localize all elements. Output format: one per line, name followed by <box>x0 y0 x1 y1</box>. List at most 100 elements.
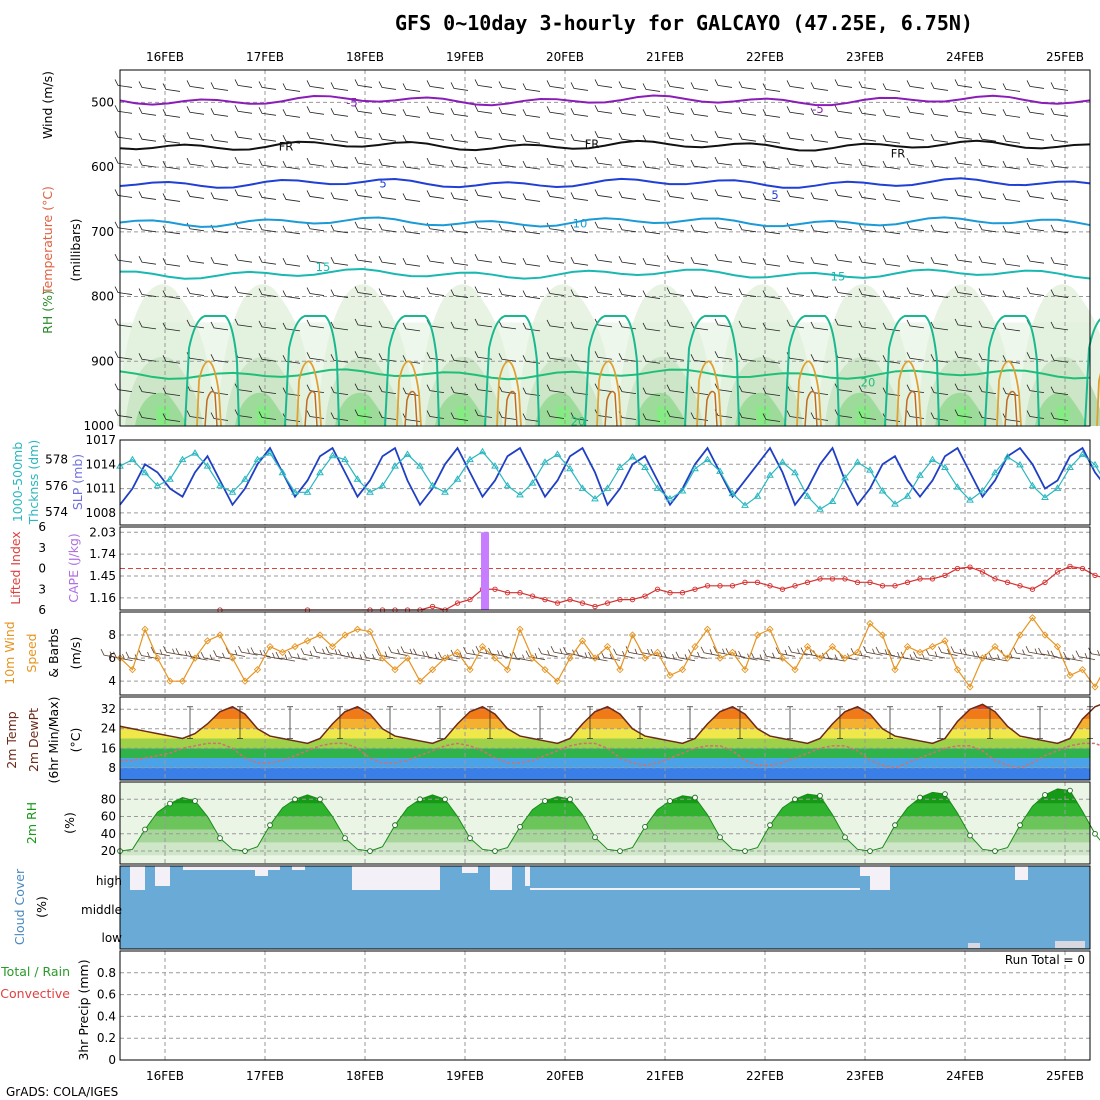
thickness-marker <box>1066 463 1074 470</box>
wind-speed-marker <box>141 625 149 633</box>
precip-tick-label: 0.8 <box>97 966 116 980</box>
wind-barb <box>330 108 349 117</box>
wind-barb <box>1002 160 1021 170</box>
date-tick-bottom: 25FEB <box>1046 1069 1084 1083</box>
wind-barb <box>200 651 221 662</box>
wind-barb <box>594 189 613 198</box>
wind-barb <box>858 288 877 297</box>
axis-label-part: (%) <box>34 896 49 918</box>
wind-speed-marker <box>891 666 899 674</box>
slp-tick-label: 1014 <box>85 457 116 471</box>
cape-tick-label: 1.74 <box>89 547 116 561</box>
wind-barb <box>954 105 973 114</box>
wind-barb <box>450 257 469 266</box>
date-tick-bottom: 22FEB <box>746 1069 784 1083</box>
date-tick-bottom: 19FEB <box>446 1069 484 1083</box>
rh-marker <box>717 834 723 841</box>
wind-speed-marker <box>216 631 224 639</box>
wind-barb <box>186 106 205 115</box>
wind-barb <box>378 256 397 265</box>
wind-barb <box>114 351 133 360</box>
wind-barb <box>906 255 925 264</box>
chart-title: GFS 0~10day 3-hourly for GALCAYO (47.25E… <box>395 11 973 35</box>
wind-barb <box>642 290 661 299</box>
wind-barb <box>378 133 397 142</box>
wind-barb <box>690 134 709 143</box>
wind-speed-marker <box>803 642 812 651</box>
rh-marker <box>417 796 423 803</box>
wind-barb <box>642 160 661 170</box>
wind-barb <box>210 134 229 143</box>
isotherm-30-loop <box>1004 390 1018 427</box>
thickness-marker <box>178 455 187 463</box>
rh-marker <box>792 796 798 803</box>
wind-barb <box>570 192 589 201</box>
wind-barb <box>450 224 469 234</box>
precip-panel: 0 0.2 0.4 0.6 0.8 Run Total = 0 Total / Rain Co… <box>0 950 1091 1067</box>
axis-label: & Barbs <box>46 628 61 678</box>
wind-barb <box>594 79 613 88</box>
axis-label-part: 2m DewPt <box>26 708 41 772</box>
wind-barb <box>234 105 253 114</box>
wind-speed-marker <box>566 654 574 662</box>
date-tick-top: 16FEB <box>146 50 184 64</box>
date-tick-top: 23FEB <box>846 50 884 64</box>
wind-barb <box>210 412 229 421</box>
wind-speed-marker <box>828 642 837 651</box>
wind-barb <box>402 258 421 267</box>
wind-barb <box>810 257 829 266</box>
thickness-marker <box>578 484 587 491</box>
wind-barb <box>546 222 565 232</box>
wind-barb <box>426 132 445 141</box>
precip-tick-label: 0.6 <box>97 988 116 1002</box>
wind-barb <box>906 352 925 361</box>
thickness-marker <box>1091 460 1099 468</box>
wind-barb <box>450 321 469 331</box>
thickness-marker <box>428 481 437 489</box>
axis-label-part: 2m Temp <box>4 711 19 768</box>
rh-marker <box>467 835 473 841</box>
wind-barb <box>925 648 946 659</box>
thickness-marker <box>503 481 512 489</box>
rh-marker <box>742 848 748 854</box>
thickness-marker <box>791 468 799 476</box>
wind-barb <box>762 258 781 267</box>
li-marker <box>742 579 748 585</box>
date-tick-top: 22FEB <box>746 50 784 64</box>
date-tick-top: 20FEB <box>546 50 584 64</box>
wind-barb <box>786 132 805 141</box>
wind-barb <box>474 156 493 166</box>
wind-barb <box>450 412 469 421</box>
wind-barb <box>762 135 781 144</box>
wind-barb <box>450 649 471 660</box>
wind-speed-marker <box>528 654 537 662</box>
thickness-marker <box>478 447 487 455</box>
wind-speed-marker <box>153 654 162 662</box>
wind-barb <box>858 158 877 168</box>
wind-barb <box>906 222 925 232</box>
rh-marker <box>842 834 848 841</box>
thickness-marker <box>541 458 549 465</box>
wind-barb <box>613 648 633 659</box>
li-marker <box>617 596 623 603</box>
wind-barb <box>162 160 181 170</box>
wind-speed-marker <box>778 654 787 662</box>
isotherm-25-loop <box>896 360 922 427</box>
wind-barb <box>825 651 846 662</box>
wind-barb <box>1025 645 1046 656</box>
wind-barb <box>354 156 373 166</box>
wind-barb <box>378 191 397 200</box>
wind-barb <box>858 411 877 420</box>
wind-barb <box>258 256 277 265</box>
cloud-gap <box>860 866 870 876</box>
precip-tick-label: 0.4 <box>97 1009 116 1023</box>
wind-barb <box>354 189 373 198</box>
wind-barb <box>690 386 709 396</box>
wind-barb <box>954 131 973 140</box>
wind-barb <box>882 193 901 202</box>
slp-tick-label: 1008 <box>85 506 116 520</box>
wind-barb <box>313 646 333 656</box>
li-marker <box>792 583 798 589</box>
li-marker <box>717 583 723 589</box>
wind-barb <box>546 319 565 329</box>
